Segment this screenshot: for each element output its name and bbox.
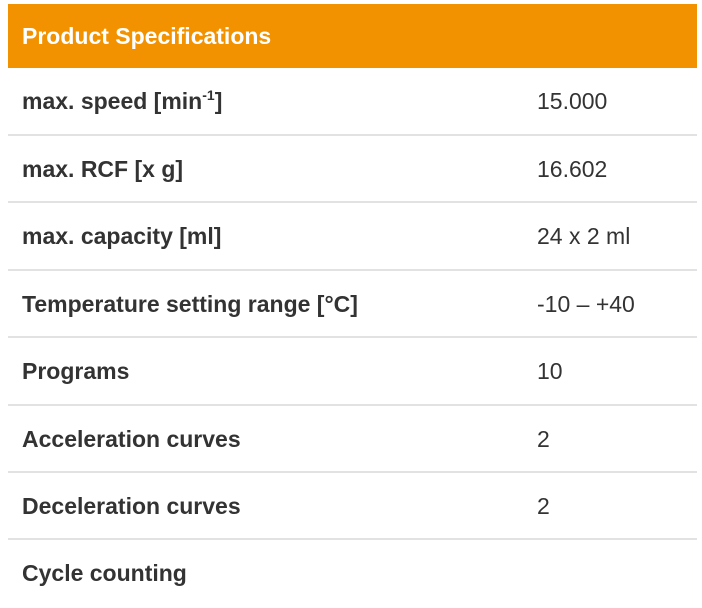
row-label: Deceleration curves: [22, 492, 241, 519]
row-label: max. capacity [ml]: [22, 223, 222, 250]
spec-table: Product Specifications max. speed [min-1…: [8, 4, 697, 608]
table-row: Cycle counting: [8, 540, 697, 607]
row-value: 24 x 2 ml: [537, 223, 631, 250]
label-part: max. speed [min: [22, 88, 203, 114]
row-value: -10 – +40: [537, 290, 635, 317]
table-row: Acceleration curves 2: [8, 406, 697, 473]
table-body: max. speed [min-1] 15.000 max. RCF [x g] 16…: [8, 68, 697, 608]
table-row: Programs 10: [8, 338, 697, 406]
row-value: 16.602: [537, 156, 608, 182]
row-label: max. speed [min-1]: [22, 68, 222, 135]
row-label: Programs: [22, 358, 130, 385]
table-row: max. speed [min-1] 15.000: [8, 68, 697, 136]
label-part: ]: [214, 88, 223, 114]
table-row: Temperature setting range [°C] -10 – +40: [8, 271, 697, 339]
row-value: 15.000: [537, 88, 608, 114]
row-label: Temperature setting range [°C]: [22, 290, 358, 317]
row-label: Acceleration curves: [22, 425, 241, 452]
table-row: Deceleration curves 2: [8, 473, 697, 541]
row-value: 2: [537, 492, 550, 519]
table-row: max. RCF [x g] 16.602: [8, 136, 697, 204]
table-row: max. capacity [ml] 24 x 2 ml: [8, 203, 697, 271]
table-header: Product Specifications: [8, 4, 697, 68]
row-value: 10: [537, 358, 563, 385]
label-superscript: -1: [202, 87, 215, 103]
row-label: Cycle counting: [22, 560, 187, 587]
row-value: 2: [537, 425, 550, 452]
row-label: max. RCF [x g]: [22, 156, 184, 182]
